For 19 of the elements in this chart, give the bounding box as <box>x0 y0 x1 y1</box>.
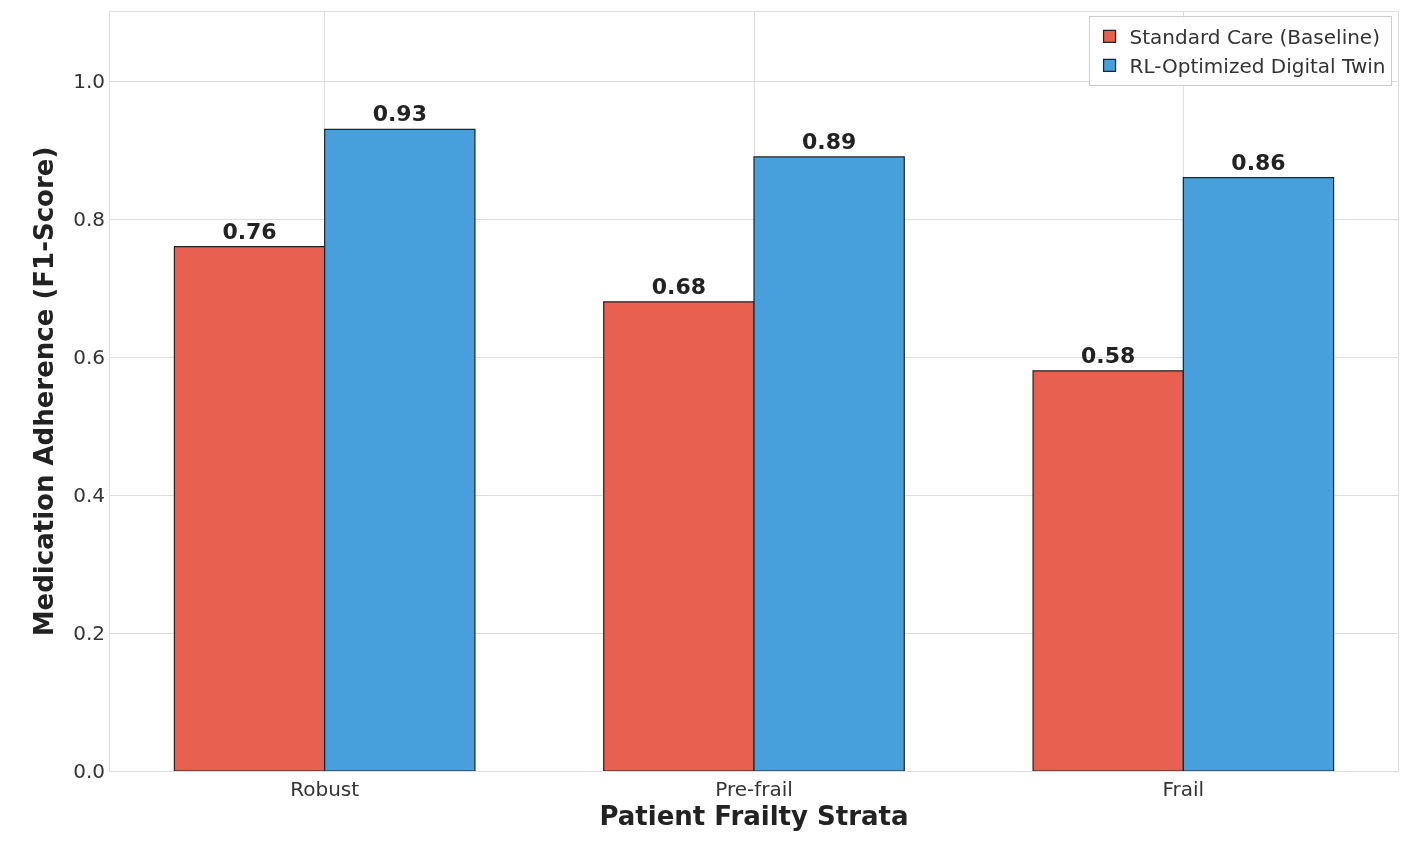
data-label: 0.58 <box>1081 342 1136 368</box>
data-label: 0.86 <box>1231 149 1286 175</box>
y-tick-label: 1.0 <box>73 69 105 93</box>
y-axis-title: Medication Adherence (F1-Score) <box>28 146 59 637</box>
data-label: 0.89 <box>801 128 857 154</box>
data-label: 0.93 <box>372 101 427 127</box>
legend-label: RL-Optimized Digital Twin <box>1129 54 1386 79</box>
y-tick-label: 0.8 <box>73 207 105 231</box>
y-tick-label: 0.0 <box>73 759 105 783</box>
x-tick-label: Frail <box>1162 777 1205 801</box>
y-tick-label: 0.4 <box>73 483 105 507</box>
x-tick-label: Pre-frail <box>715 777 793 801</box>
legend-label: Standard Care (Baseline) <box>1129 25 1380 50</box>
x-tick-label: Robust <box>290 777 360 801</box>
data-label: 0.76 <box>222 218 277 244</box>
y-tick-label: 0.2 <box>73 621 105 645</box>
y-tick-label: 0.6 <box>73 345 105 369</box>
data-label: 0.68 <box>651 273 707 299</box>
x-axis-title: Patient Frailty Strata <box>599 801 909 831</box>
